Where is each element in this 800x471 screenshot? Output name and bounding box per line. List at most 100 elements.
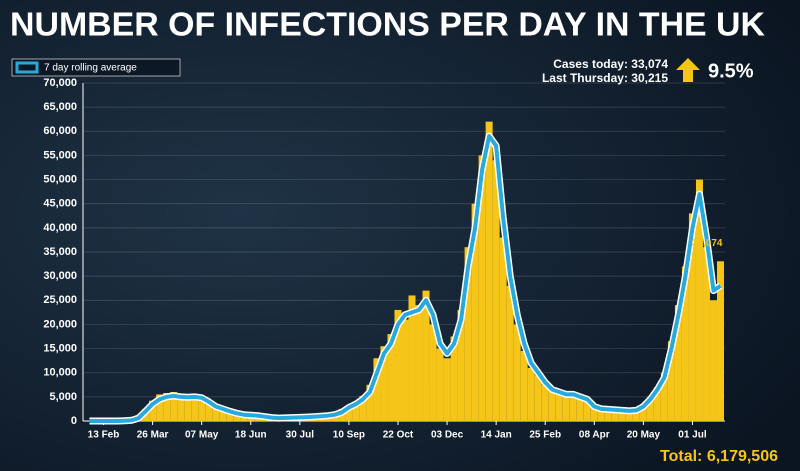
y-tick-label: 10,000 bbox=[43, 367, 77, 379]
bar bbox=[380, 346, 388, 421]
y-tick-label: 40,000 bbox=[43, 222, 77, 234]
bar bbox=[695, 179, 703, 421]
bar bbox=[212, 405, 220, 421]
y-tick-label: 20,000 bbox=[43, 318, 77, 330]
bar bbox=[184, 398, 192, 421]
bar bbox=[198, 396, 206, 421]
change-percent: 9.5% bbox=[708, 60, 754, 82]
bar bbox=[450, 336, 458, 421]
bar bbox=[177, 395, 185, 421]
y-tick-label: 55,000 bbox=[43, 149, 77, 161]
bar bbox=[688, 213, 696, 421]
x-tick-label: 22 Oct bbox=[383, 430, 414, 441]
x-tick-label: 01 Jul bbox=[678, 430, 707, 441]
x-tick-label: 20 May bbox=[627, 430, 661, 441]
bar bbox=[170, 392, 178, 421]
legend-label: 7 day rolling average bbox=[44, 63, 137, 74]
bar bbox=[408, 295, 416, 421]
y-tick-label: 25,000 bbox=[43, 294, 77, 306]
bar bbox=[639, 405, 647, 421]
bar bbox=[156, 394, 164, 421]
bar bbox=[506, 285, 514, 421]
bar bbox=[233, 413, 241, 421]
bar bbox=[394, 309, 402, 421]
y-tick-label: 70,000 bbox=[43, 77, 77, 89]
total: Total: 6,179,506 bbox=[660, 448, 778, 465]
x-tick-label: 25 Feb bbox=[529, 430, 561, 441]
bar bbox=[716, 261, 724, 421]
bar bbox=[576, 397, 584, 421]
bar bbox=[226, 411, 234, 421]
bar bbox=[534, 375, 542, 421]
bar bbox=[604, 410, 612, 421]
y-tick-label: 50,000 bbox=[43, 173, 77, 185]
bar bbox=[660, 372, 668, 421]
bar bbox=[401, 319, 409, 421]
bar bbox=[478, 155, 486, 421]
bar bbox=[422, 290, 430, 421]
bar bbox=[611, 409, 619, 421]
bar bbox=[653, 387, 661, 421]
bar bbox=[205, 402, 213, 421]
bar bbox=[709, 300, 717, 421]
bar bbox=[632, 410, 640, 421]
chart-title: NUMBER OF INFECTIONS PER DAY IN THE UK bbox=[10, 6, 765, 43]
line bbox=[89, 134, 722, 423]
bar bbox=[513, 324, 521, 421]
x-tick-label: 07 May bbox=[185, 430, 219, 441]
up-arrow bbox=[676, 58, 700, 82]
bar bbox=[618, 411, 626, 421]
bar bbox=[681, 266, 689, 421]
bar bbox=[667, 341, 675, 421]
bar bbox=[499, 237, 507, 421]
x-tick-label: 18 Jun bbox=[235, 430, 267, 441]
x-tick-label: 26 Mar bbox=[137, 430, 169, 441]
bar bbox=[520, 350, 528, 421]
bar bbox=[548, 388, 556, 421]
y-tick-label: 15,000 bbox=[43, 342, 77, 354]
bar bbox=[436, 348, 444, 421]
bar bbox=[352, 401, 360, 421]
bar bbox=[464, 247, 472, 421]
bar bbox=[219, 409, 227, 421]
bar bbox=[625, 409, 633, 421]
x-tick-label: 14 Jan bbox=[481, 430, 512, 441]
last-thursday: Last Thursday: 30,215 bbox=[542, 71, 668, 85]
bar bbox=[443, 358, 451, 421]
y-tick-label: 45,000 bbox=[43, 198, 77, 210]
y-tick-label: 60,000 bbox=[43, 125, 77, 137]
bar bbox=[471, 203, 479, 421]
y-tick-label: 35,000 bbox=[43, 246, 77, 258]
bar bbox=[492, 160, 500, 421]
bar bbox=[149, 400, 157, 421]
bar bbox=[702, 247, 710, 421]
bar bbox=[163, 392, 171, 421]
bar bbox=[541, 384, 549, 421]
x-tick-label: 03 Dec bbox=[431, 430, 464, 441]
bar bbox=[590, 407, 598, 421]
bar bbox=[415, 305, 423, 421]
bar bbox=[373, 358, 381, 421]
bar bbox=[555, 392, 563, 421]
y-tick-label: 5,000 bbox=[49, 391, 77, 403]
bar bbox=[387, 334, 395, 421]
y-tick-label: 65,000 bbox=[43, 101, 77, 113]
x-tick-label: 10 Sep bbox=[333, 430, 365, 441]
legend-box bbox=[11, 58, 181, 77]
x-tick-label: 13 Feb bbox=[88, 430, 120, 441]
bar bbox=[345, 405, 353, 421]
bar bbox=[646, 396, 654, 421]
bar bbox=[191, 393, 199, 421]
end-label: 33,074 bbox=[692, 238, 723, 249]
bar bbox=[597, 408, 605, 421]
bar bbox=[359, 395, 367, 421]
bar bbox=[457, 309, 465, 421]
y-tick-label: 0 bbox=[71, 415, 77, 427]
bar bbox=[569, 392, 577, 421]
bar bbox=[485, 121, 493, 421]
legend-swatch bbox=[15, 61, 39, 74]
bar bbox=[429, 324, 437, 421]
cases-today: Cases today: 33,074 bbox=[553, 57, 668, 71]
x-tick-label: 30 Jul bbox=[286, 430, 315, 441]
